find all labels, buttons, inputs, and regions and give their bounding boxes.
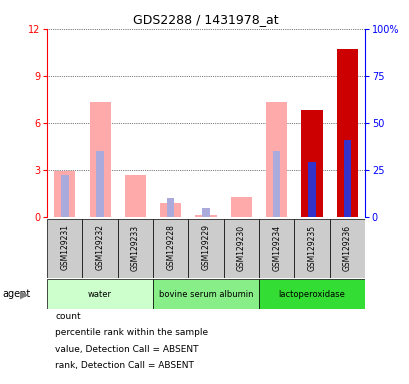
- Bar: [124, 175, 146, 217]
- Bar: [294, 219, 329, 278]
- Bar: [258, 279, 364, 309]
- Bar: [54, 172, 75, 217]
- Bar: [166, 198, 174, 217]
- Text: GSM129234: GSM129234: [272, 224, 281, 270]
- Bar: [265, 103, 287, 217]
- Text: value, Detection Call = ABSENT: value, Detection Call = ABSENT: [55, 344, 198, 354]
- Text: count: count: [55, 312, 81, 321]
- Bar: [195, 215, 216, 217]
- Text: rank, Detection Call = ABSENT: rank, Detection Call = ABSENT: [55, 361, 194, 370]
- Bar: [89, 103, 110, 217]
- Bar: [336, 49, 357, 217]
- Text: ▶: ▶: [20, 289, 28, 299]
- Bar: [153, 279, 258, 309]
- Bar: [258, 219, 294, 278]
- Text: GSM129232: GSM129232: [95, 225, 104, 270]
- Text: agent: agent: [2, 289, 30, 299]
- Bar: [272, 151, 280, 217]
- Bar: [61, 175, 68, 217]
- Bar: [301, 110, 322, 217]
- Text: GSM129229: GSM129229: [201, 225, 210, 270]
- Text: GSM129231: GSM129231: [60, 225, 69, 270]
- Text: GSM129236: GSM129236: [342, 224, 351, 270]
- Bar: [47, 279, 153, 309]
- Bar: [230, 197, 251, 217]
- Text: lactoperoxidase: lactoperoxidase: [278, 290, 344, 299]
- Bar: [188, 219, 223, 278]
- Bar: [343, 140, 350, 217]
- Text: bovine serum albumin: bovine serum albumin: [158, 290, 253, 299]
- Bar: [202, 209, 209, 217]
- Text: GSM129233: GSM129233: [130, 224, 139, 270]
- Bar: [117, 219, 153, 278]
- Bar: [223, 219, 258, 278]
- Text: GSM129235: GSM129235: [307, 224, 316, 270]
- Text: water: water: [88, 290, 112, 299]
- Bar: [160, 203, 181, 217]
- Bar: [308, 162, 315, 217]
- Text: GSM129230: GSM129230: [236, 224, 245, 270]
- Bar: [82, 219, 117, 278]
- Bar: [329, 219, 364, 278]
- Text: GSM129228: GSM129228: [166, 225, 175, 270]
- Bar: [153, 219, 188, 278]
- Bar: [96, 151, 103, 217]
- Title: GDS2288 / 1431978_at: GDS2288 / 1431978_at: [133, 13, 278, 26]
- Bar: [47, 219, 82, 278]
- Text: percentile rank within the sample: percentile rank within the sample: [55, 328, 208, 338]
